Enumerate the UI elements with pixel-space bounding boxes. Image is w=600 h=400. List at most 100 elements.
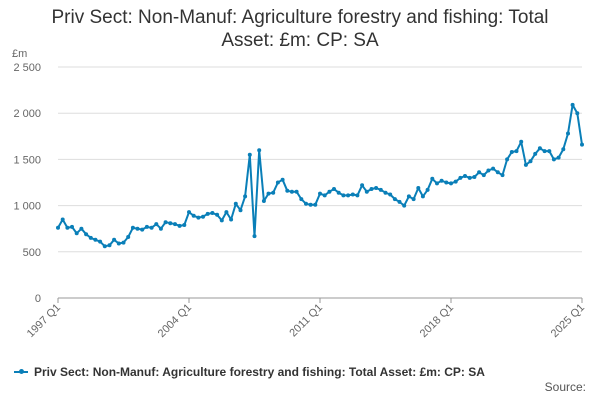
data-point[interactable] — [173, 222, 177, 227]
data-point[interactable] — [238, 208, 243, 213]
data-point[interactable] — [149, 225, 154, 230]
data-point[interactable] — [425, 187, 430, 192]
data-point[interactable] — [355, 193, 360, 198]
data-point[interactable] — [332, 187, 336, 191]
data-point[interactable] — [116, 241, 121, 246]
data-point[interactable] — [346, 193, 351, 198]
data-point[interactable] — [215, 212, 220, 217]
data-point[interactable] — [491, 166, 496, 171]
data-point[interactable] — [252, 234, 257, 239]
data-point[interactable] — [275, 180, 280, 185]
data-point[interactable] — [378, 187, 383, 192]
data-point[interactable] — [191, 213, 196, 218]
data-point[interactable] — [102, 244, 107, 249]
data-point[interactable] — [542, 149, 547, 154]
data-point[interactable] — [481, 173, 486, 178]
data-point[interactable] — [98, 239, 103, 244]
data-point[interactable] — [243, 194, 248, 199]
data-point[interactable] — [304, 201, 308, 206]
data-point[interactable] — [519, 139, 524, 144]
data-point[interactable] — [121, 240, 126, 245]
data-point[interactable] — [163, 220, 168, 225]
data-point[interactable] — [285, 188, 290, 193]
data-point[interactable] — [219, 218, 224, 223]
data-point[interactable] — [514, 149, 519, 154]
data-point[interactable] — [65, 225, 70, 230]
data-point[interactable] — [430, 176, 435, 181]
data-point[interactable] — [177, 223, 182, 228]
data-point[interactable] — [369, 187, 374, 191]
data-point[interactable] — [528, 159, 533, 164]
data-point[interactable] — [556, 155, 561, 160]
data-point[interactable] — [566, 131, 570, 136]
data-point[interactable] — [495, 170, 500, 175]
data-point[interactable] — [271, 190, 276, 195]
data-point[interactable] — [257, 148, 262, 153]
data-point[interactable] — [182, 223, 187, 227]
data-point[interactable] — [112, 237, 117, 242]
data-point[interactable] — [509, 150, 514, 154]
data-point[interactable] — [551, 157, 556, 162]
data-point[interactable] — [144, 224, 149, 229]
data-point[interactable] — [467, 175, 472, 180]
data-point[interactable] — [233, 201, 238, 206]
data-point[interactable] — [56, 225, 60, 230]
data-point[interactable] — [140, 227, 145, 232]
data-point[interactable] — [397, 199, 402, 204]
data-point[interactable] — [453, 179, 458, 184]
data-point[interactable] — [360, 183, 365, 188]
data-point[interactable] — [477, 170, 482, 175]
data-point[interactable] — [158, 226, 163, 231]
data-point[interactable] — [458, 175, 463, 180]
data-point[interactable] — [444, 180, 449, 185]
data-point[interactable] — [88, 235, 93, 240]
data-point[interactable] — [505, 157, 510, 162]
data-point[interactable] — [420, 194, 425, 199]
data-point[interactable] — [561, 147, 566, 152]
data-point[interactable] — [168, 221, 173, 226]
data-point[interactable] — [327, 189, 332, 194]
data-point[interactable] — [392, 197, 397, 202]
data-point[interactable] — [341, 193, 346, 198]
data-point[interactable] — [210, 211, 215, 215]
data-point[interactable] — [463, 174, 467, 178]
data-point[interactable] — [350, 192, 355, 197]
data-point[interactable] — [261, 199, 266, 203]
data-point[interactable] — [383, 190, 388, 195]
data-point[interactable] — [318, 191, 322, 196]
data-point[interactable] — [322, 193, 327, 198]
data-point[interactable] — [364, 189, 369, 194]
data-point[interactable] — [107, 243, 112, 248]
data-point[interactable] — [500, 173, 505, 178]
data-point[interactable] — [154, 222, 159, 227]
data-point[interactable] — [537, 146, 542, 151]
data-point[interactable] — [280, 177, 285, 182]
data-point[interactable] — [533, 151, 538, 156]
data-point[interactable] — [266, 191, 271, 196]
data-point[interactable] — [336, 190, 341, 195]
data-point[interactable] — [580, 142, 584, 147]
data-point[interactable] — [449, 181, 453, 186]
data-point[interactable] — [289, 189, 294, 194]
data-point[interactable] — [196, 215, 201, 220]
data-point[interactable] — [547, 149, 552, 154]
data-point[interactable] — [523, 162, 528, 167]
data-point[interactable] — [486, 168, 491, 173]
data-point[interactable] — [79, 226, 84, 231]
data-point[interactable] — [60, 217, 65, 222]
data-point[interactable] — [439, 178, 444, 183]
data-point[interactable] — [406, 194, 411, 199]
data-point[interactable] — [374, 186, 379, 190]
data-point[interactable] — [435, 181, 439, 186]
data-point[interactable] — [247, 152, 252, 157]
data-point[interactable] — [411, 197, 416, 202]
data-point[interactable] — [229, 217, 234, 222]
data-point[interactable] — [84, 232, 89, 237]
data-point[interactable] — [402, 203, 407, 208]
data-point[interactable] — [135, 226, 140, 231]
data-point[interactable] — [130, 225, 135, 230]
data-point[interactable] — [388, 192, 393, 197]
data-point[interactable] — [299, 197, 304, 202]
data-point[interactable] — [472, 175, 477, 179]
data-point[interactable] — [201, 214, 205, 219]
